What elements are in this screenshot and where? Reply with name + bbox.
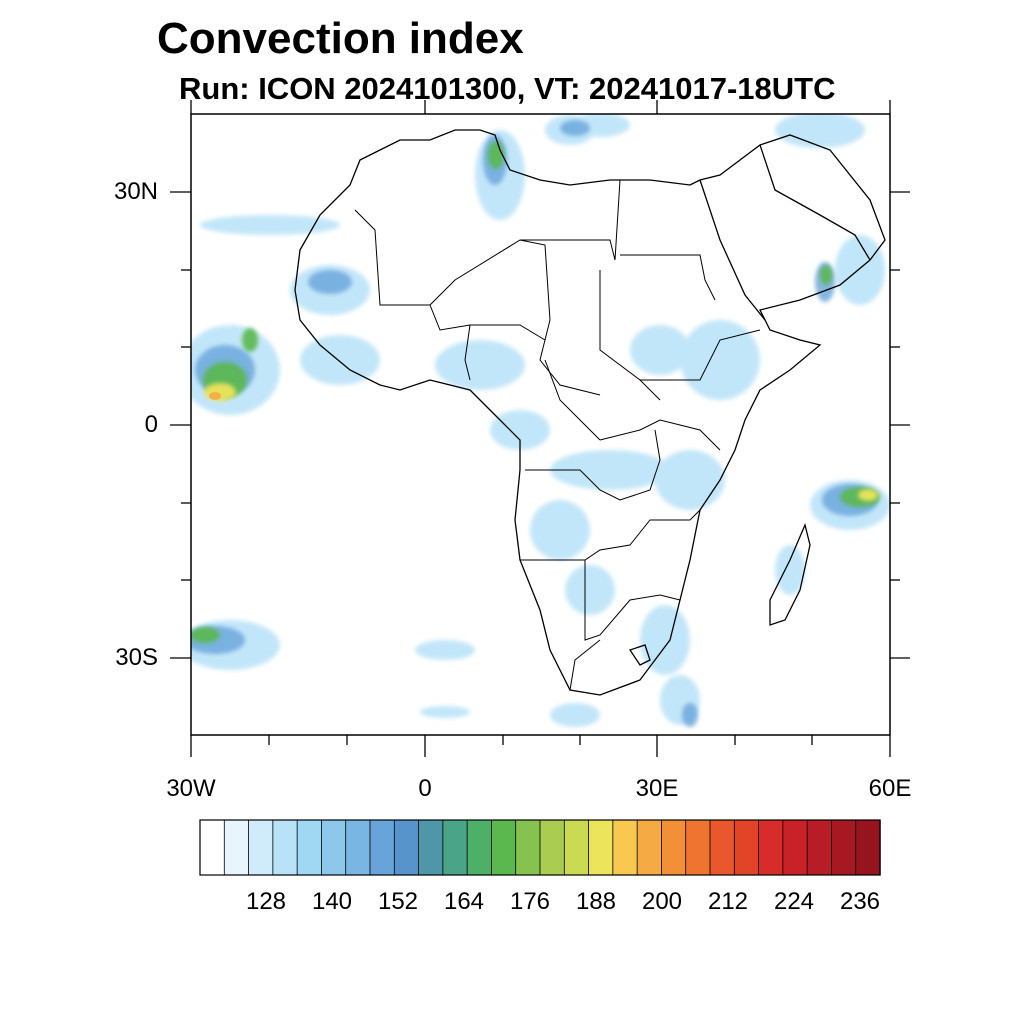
lon-label-0: 0: [418, 775, 432, 802]
colorbar-frame: [199, 819, 881, 876]
colorbar-label-212: 212: [707, 888, 749, 915]
convection-field: [191, 114, 890, 727]
map-title: Convection index: [157, 14, 524, 63]
colorbar-swatch: [685, 819, 711, 876]
lat-label-30n: 30N: [113, 178, 158, 205]
colorbar-swatch: [831, 819, 857, 876]
colorbar-swatch: [321, 819, 347, 876]
lat-label-30s: 30S: [115, 644, 158, 671]
colorbar-swatch: [612, 819, 638, 876]
colorbar-swatch: [418, 819, 444, 876]
colorbar-swatch: [223, 819, 250, 876]
lon-label-30w: 30W: [166, 775, 216, 802]
colorbar-swatch: [345, 819, 371, 876]
colorbar-swatch: [709, 819, 735, 876]
colorbar-label-236: 236: [839, 888, 881, 915]
colorbar-swatch: [466, 819, 493, 876]
colorbar-label-224: 224: [773, 888, 815, 915]
colorbar-swatch: [369, 819, 395, 876]
colorbar-swatch: [806, 819, 833, 876]
lat-label-0: 0: [144, 411, 158, 438]
colorbar-swatch: [199, 819, 225, 876]
colorbar-swatch: [491, 819, 517, 876]
colorbar-label-152: 152: [377, 888, 419, 915]
colorbar-swatch: [661, 819, 687, 876]
coastlines: [294, 129, 886, 696]
lon-label-60e: 60E: [868, 775, 912, 802]
colorbar-swatch: [758, 819, 784, 876]
colorbar-label-128: 128: [245, 888, 287, 915]
colorbar-label-140: 140: [311, 888, 353, 915]
colorbar-swatch: [733, 819, 760, 876]
colorbar-swatch: [539, 819, 565, 876]
colorbar-label-164: 164: [443, 888, 485, 915]
colorbar-swatch: [515, 819, 541, 876]
colorbar-swatch: [855, 819, 881, 876]
colorbar-swatch: [636, 819, 663, 876]
colorbar-swatch: [563, 819, 590, 876]
colorbar-swatch: [782, 819, 808, 876]
lon-label-30e: 30E: [635, 775, 679, 802]
colorbar-swatch: [588, 819, 614, 876]
colorbar-swatch: [272, 819, 298, 876]
colorbar-swatch: [393, 819, 420, 876]
map-subtitle: Run: ICON 2024101300, VT: 20241017-18UTC: [179, 71, 836, 106]
colorbar-swatch: [248, 819, 274, 876]
colorbar: [199, 819, 881, 876]
colorbar-swatch: [296, 819, 323, 876]
colorbar-label-176: 176: [509, 888, 551, 915]
country-borders: [354, 179, 761, 691]
colorbar-label-188: 188: [575, 888, 617, 915]
axis-ticks: [170, 100, 910, 757]
colorbar-swatch: [442, 819, 468, 876]
colorbar-label-200: 200: [641, 888, 683, 915]
